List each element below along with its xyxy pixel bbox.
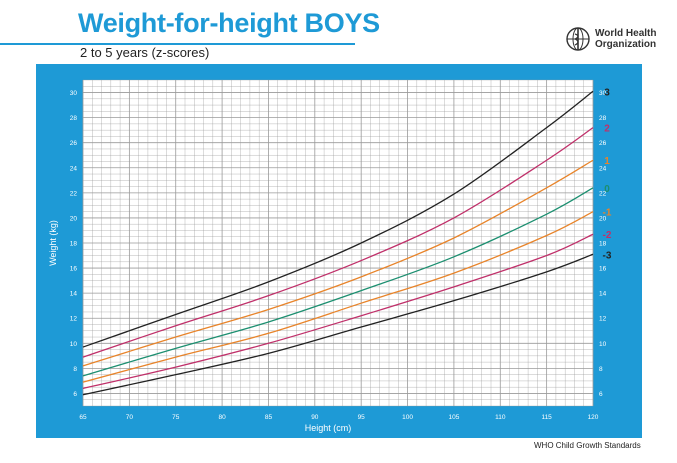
series-line-z-1 <box>82 211 594 383</box>
x-tick-label: 80 <box>218 414 226 421</box>
y-tick-label-left: 24 <box>70 165 78 172</box>
org-name-line1: World Health <box>595 28 657 39</box>
who-logo: World Health Organization <box>565 26 656 52</box>
y-tick-label-right: 8 <box>599 366 603 373</box>
y-tick-label-left: 8 <box>73 366 77 373</box>
x-tick-label: 105 <box>448 414 459 421</box>
y-tick-label-right: 10 <box>599 341 607 348</box>
page-title: Weight-for-height BOYS <box>78 8 380 38</box>
x-axis-label: Height (cm) <box>305 423 352 433</box>
y-tick-label-right: 18 <box>599 241 607 248</box>
y-tick-label-right: 12 <box>599 316 607 323</box>
y-tick-label-left: 12 <box>70 316 78 323</box>
y-tick-label-left: 30 <box>70 90 78 97</box>
x-tick-labels: 65 70 75 80 85 90 95 100 105 110 115 120 <box>79 414 598 421</box>
series-label-z1: 1 <box>604 156 610 167</box>
x-tick-label: 95 <box>358 414 366 421</box>
series-line-z2 <box>82 127 594 358</box>
series-label-z-2: -2 <box>603 230 612 241</box>
x-tick-label: 90 <box>311 414 319 421</box>
y-tick-label-right: 6 <box>599 391 603 398</box>
series-label-z-3: -3 <box>603 250 612 261</box>
y-tick-label-left: 26 <box>70 140 78 147</box>
y-tick-label-left: 10 <box>70 341 78 348</box>
y-tick-label-left: 6 <box>73 391 77 398</box>
series-line-z-3 <box>82 253 594 396</box>
y-tick-label-right: 28 <box>599 115 607 122</box>
x-tick-label: 115 <box>541 414 552 421</box>
weight-for-height-chart: 65 70 75 80 85 90 95 100 105 110 115 120 6 68 810 1012… <box>36 64 642 438</box>
x-tick-label: 65 <box>79 414 87 421</box>
org-name-line2: Organization <box>595 39 657 50</box>
y-tick-label-left: 20 <box>70 215 78 222</box>
y-tick-label-left: 18 <box>70 241 78 248</box>
page-subtitle: 2 to 5 years (z-scores) <box>80 45 210 60</box>
x-tick-label: 75 <box>172 414 180 421</box>
series-label-z0: 0 <box>604 184 610 195</box>
y-tick-label-right: 22 <box>599 190 607 197</box>
series-labels: 3 2 1 0 -1 -2 -3 <box>603 87 612 261</box>
x-tick-label: 70 <box>126 414 134 421</box>
y-tick-label-right: 30 <box>599 90 607 97</box>
y-tick-label-right: 16 <box>599 266 607 273</box>
x-tick-label: 100 <box>402 414 413 421</box>
series-label-z-1: -1 <box>603 208 612 219</box>
series-line-z0 <box>82 187 594 377</box>
series-line-z-2 <box>82 233 594 390</box>
y-tick-label-left: 14 <box>70 291 78 298</box>
footer-credit: WHO Child Growth Standards <box>534 441 641 450</box>
y-tick-label-right: 24 <box>599 165 607 172</box>
y-tick-label-right: 26 <box>599 140 607 147</box>
grid <box>82 79 594 407</box>
y-tick-label-left: 16 <box>70 266 78 273</box>
series-line-z1 <box>82 159 594 367</box>
y-tick-label-left: 22 <box>70 190 78 197</box>
who-emblem-icon <box>566 27 590 51</box>
series-line-z3 <box>82 90 594 348</box>
series-label-z3: 3 <box>604 87 610 98</box>
title-underline <box>0 43 355 45</box>
x-tick-label: 120 <box>588 414 599 421</box>
x-tick-label: 110 <box>495 414 506 421</box>
y-tick-label-right: 14 <box>599 291 607 298</box>
y-axis-label: Weight (kg) <box>48 220 58 266</box>
y-tick-label-left: 28 <box>70 115 78 122</box>
series-lines <box>82 90 594 396</box>
y-tick-label-right: 20 <box>599 215 607 222</box>
series-label-z2: 2 <box>604 124 610 135</box>
x-tick-label: 85 <box>265 414 273 421</box>
